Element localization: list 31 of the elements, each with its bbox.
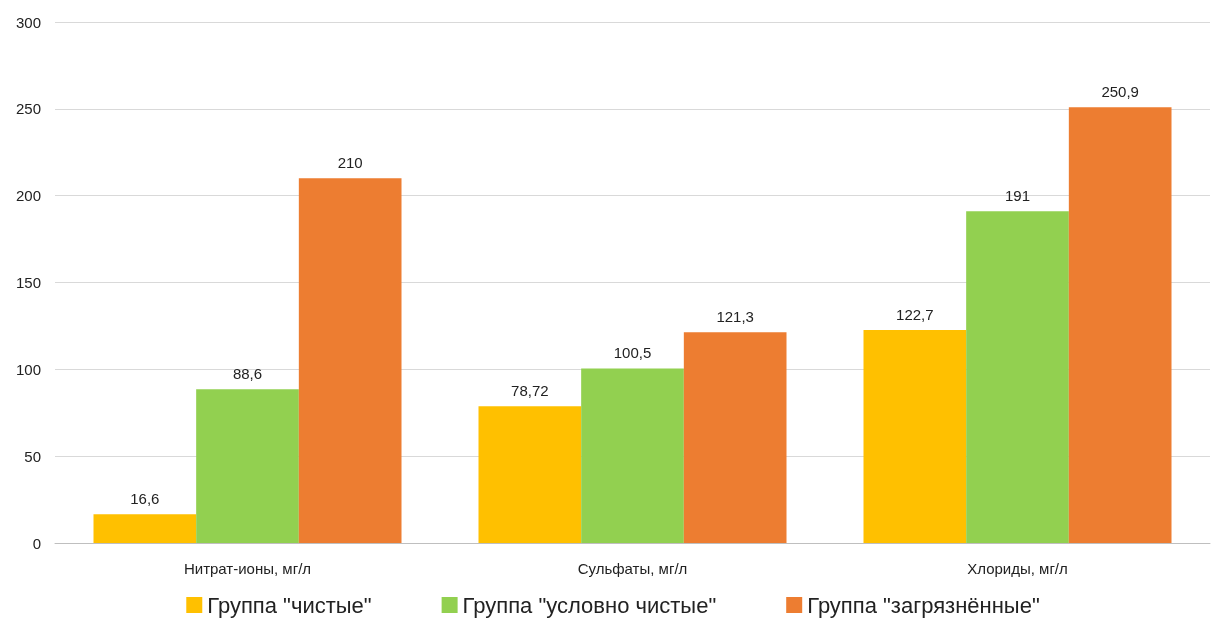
- y-tick-label: 300: [15, 13, 41, 31]
- data-label: 122,7: [896, 305, 934, 323]
- bar: [683, 332, 787, 543]
- bar: [966, 211, 1069, 543]
- y-tick-label: 150: [15, 274, 41, 291]
- bar: [196, 389, 299, 543]
- y-tick-label: 0: [32, 534, 41, 552]
- bar: [1068, 107, 1172, 543]
- y-tick-label: 250: [15, 100, 41, 118]
- x-tick-label: Сульфаты, мг/л: [577, 560, 688, 577]
- bar: [863, 329, 967, 543]
- bar: [478, 406, 582, 543]
- data-label: 121,3: [716, 308, 754, 326]
- data-label: 88,6: [232, 365, 263, 383]
- legend-label: Группа "условно чистые": [462, 592, 717, 618]
- data-label: 100,5: [613, 344, 652, 362]
- bar: [581, 368, 684, 543]
- bar: [93, 514, 197, 543]
- x-tick-label: Хлориды, мг/л: [967, 560, 1068, 577]
- legend-label: Группа "загрязнённые": [807, 592, 1040, 618]
- y-tick-label: 200: [15, 187, 41, 205]
- data-label: 210: [337, 154, 363, 172]
- y-tick-label: 100: [15, 360, 41, 378]
- bar: [298, 178, 402, 543]
- data-label: 191: [1004, 187, 1031, 205]
- data-label: 78,72: [511, 382, 549, 400]
- y-tick-label: 50: [24, 447, 41, 465]
- legend-label: Группа "чистые": [207, 592, 372, 618]
- data-label: 16,6: [130, 490, 160, 508]
- data-label: 250,9: [1101, 83, 1139, 101]
- x-tick-label: Нитрат-ионы, мг/л: [183, 560, 312, 577]
